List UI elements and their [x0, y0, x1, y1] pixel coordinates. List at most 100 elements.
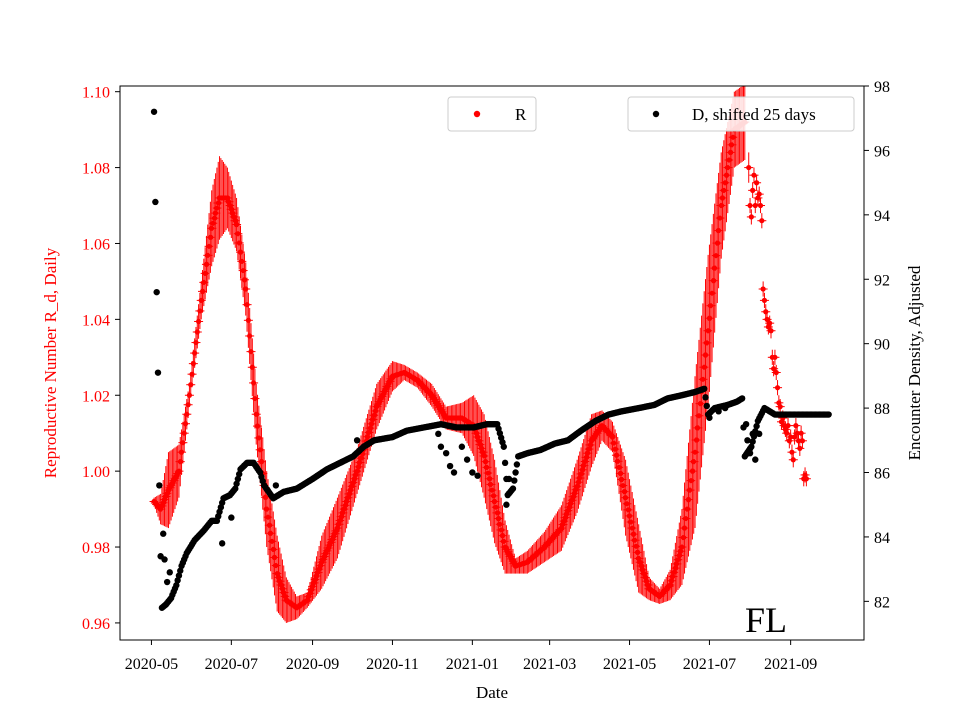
r-marker [271, 554, 278, 561]
r-marker [497, 521, 503, 527]
r-marker [609, 434, 616, 440]
r-marker [486, 476, 492, 482]
r-marker [719, 195, 726, 201]
y-left-tick-label: 0.96 [82, 616, 110, 633]
r-marker [243, 286, 249, 292]
d-point [446, 462, 454, 470]
r-marker [488, 481, 494, 488]
d-point [500, 443, 507, 450]
r-marker [685, 497, 692, 503]
r-marker [198, 297, 204, 303]
r-marker [244, 302, 250, 308]
r-marker [258, 459, 265, 465]
d-point [150, 108, 158, 115]
r-marker [181, 430, 187, 436]
r-marker [236, 240, 242, 246]
r-marker [189, 371, 195, 377]
y-left-tick-label: 1.04 [82, 312, 110, 329]
r-marker [726, 157, 732, 163]
d-point [503, 501, 510, 508]
d-point [706, 414, 713, 421]
r-marker [759, 218, 765, 224]
y-left-tick-label: 1.06 [82, 236, 110, 253]
r-marker [709, 290, 715, 296]
r-marker [239, 258, 245, 264]
d-point [218, 540, 226, 547]
r-marker [269, 538, 275, 544]
r-marker [210, 220, 216, 226]
r-point [744, 152, 754, 183]
r-marker [214, 205, 220, 211]
d-series [150, 108, 832, 611]
x-tick-label: 2021-01 [446, 656, 499, 673]
r-marker [182, 421, 189, 427]
r-marker [797, 445, 803, 451]
d-point [752, 456, 759, 463]
x-axis-label: Date [476, 683, 508, 702]
d-point [513, 461, 521, 468]
r-marker [712, 265, 718, 271]
r-marker [207, 234, 213, 240]
r-series [149, 86, 811, 623]
r-marker [723, 172, 730, 178]
r-marker [753, 180, 760, 186]
r-marker [784, 430, 790, 436]
r-marker [716, 227, 722, 234]
r-marker [696, 413, 702, 419]
d-point [505, 475, 513, 483]
r-point [801, 471, 811, 487]
d-point [235, 470, 243, 478]
r-marker [684, 506, 690, 512]
d-point [175, 572, 183, 579]
legend-r-box [447, 96, 537, 132]
r-marker [747, 202, 753, 209]
r-marker [176, 468, 182, 474]
r-marker [190, 361, 196, 367]
r-marker [708, 303, 714, 309]
legend-r-label: R [515, 105, 527, 124]
x-tick-label: 2020-11 [366, 656, 419, 673]
r-marker [683, 515, 689, 522]
r-marker [702, 352, 709, 358]
r-marker [790, 457, 796, 463]
legend-r-marker [473, 110, 481, 118]
r-marker [688, 478, 694, 484]
r-marker [262, 494, 268, 500]
d-point [163, 578, 171, 586]
r-marker [746, 164, 752, 171]
r-marker [256, 435, 262, 441]
r-marker [687, 487, 693, 493]
d-point [703, 402, 711, 410]
y-axis-right-label: Encounter Density, Adjusted [905, 265, 924, 460]
d-point [746, 449, 754, 457]
r-marker [254, 423, 261, 429]
r-marker [624, 501, 630, 507]
r-marker [725, 164, 731, 171]
r-marker [185, 402, 191, 408]
r-marker [760, 286, 766, 292]
x-tick-label: 2021-09 [764, 656, 817, 673]
r-marker [253, 411, 259, 417]
r-marker [721, 187, 727, 193]
r-marker [693, 437, 699, 443]
y-left-tick-label: 1.08 [82, 161, 110, 178]
d-point [715, 408, 722, 415]
d-point [442, 449, 450, 457]
x-tick-label: 2021-07 [683, 656, 736, 673]
d-point [501, 459, 509, 467]
r-marker [481, 453, 487, 459]
d-point [511, 477, 518, 484]
r-marker [490, 493, 496, 499]
r-marker [791, 434, 798, 440]
x-tick-label: 2021-03 [523, 656, 576, 673]
r-marker [722, 180, 728, 186]
r-marker [215, 200, 221, 206]
legend-d: D, shifted 25 days [627, 96, 855, 132]
r-marker [241, 277, 248, 283]
region-label: FL [745, 600, 787, 640]
r-marker [772, 354, 778, 360]
r-marker [233, 221, 240, 228]
r-point [770, 349, 780, 365]
d-point [753, 422, 760, 430]
